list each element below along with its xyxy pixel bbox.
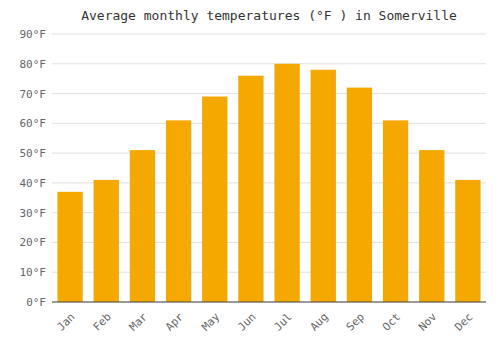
y-tick-label: 0°F [26, 296, 46, 309]
x-axis-line [52, 302, 486, 303]
y-tick-label: 50°F [20, 147, 47, 160]
x-tick-label: Jan [54, 310, 77, 333]
bar [202, 97, 227, 302]
x-tick-label: Aug [308, 310, 331, 333]
y-tick-label: 30°F [20, 207, 47, 220]
bar [347, 88, 372, 302]
bar [419, 150, 444, 302]
chart-svg: Average monthly temperatures (°F ) in So… [0, 0, 500, 350]
x-axis: Jan Feb Mar Apr May Jun Jul Aug Sep Oct Nov Dec [54, 310, 475, 334]
bars [57, 64, 480, 302]
grid-line [52, 34, 486, 35]
x-tick-label: Oct [380, 310, 403, 333]
title: Average monthly temperatures (°F ) in So… [81, 8, 457, 23]
y-tick-label: 10°F [20, 266, 47, 279]
grid-line [52, 63, 486, 64]
y-tick-label: 70°F [20, 88, 47, 101]
bar [383, 120, 408, 302]
y-tick-label: 60°F [20, 117, 47, 130]
x-tick-label: May [199, 310, 223, 334]
x-tick-label: Apr [163, 310, 187, 334]
bar [311, 70, 336, 302]
grid-line [52, 93, 486, 94]
y-tick-label: 40°F [20, 177, 47, 190]
bar [274, 64, 299, 302]
x-tick-label: Dec [452, 310, 475, 333]
bar [94, 180, 119, 302]
bar [57, 192, 82, 302]
x-tick-label: Sep [344, 310, 367, 333]
x-tick-label: Nov [416, 310, 440, 334]
bar [455, 180, 480, 302]
y-tick-label: 80°F [20, 58, 47, 71]
bar [166, 120, 191, 302]
bar [238, 76, 263, 302]
grid-line [52, 123, 486, 124]
x-tick-label: Feb [91, 310, 114, 333]
y-axis: 0°F 10°F 20°F 30°F 40°F 50°F 60°F 70°F 80°F 90°F [20, 28, 487, 309]
y-tick-label: 20°F [20, 236, 47, 249]
chart-container: Average monthly temperatures (°F ) in So… [0, 0, 500, 350]
x-tick-label: Mar [127, 310, 151, 334]
y-tick-label: 90°F [20, 28, 47, 41]
grid-line [52, 302, 486, 303]
x-tick-label: Jul [271, 310, 294, 333]
bar [130, 150, 155, 302]
x-tick-label: Jun [235, 310, 258, 333]
